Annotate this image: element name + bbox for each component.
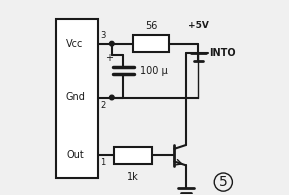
Text: +5V: +5V bbox=[188, 21, 209, 30]
Text: +: + bbox=[105, 53, 113, 63]
FancyBboxPatch shape bbox=[114, 146, 152, 164]
Text: 100 μ: 100 μ bbox=[140, 66, 167, 76]
Text: Out: Out bbox=[66, 150, 84, 160]
Text: 56: 56 bbox=[145, 21, 158, 31]
Text: INTO: INTO bbox=[209, 48, 236, 58]
Text: Gnd: Gnd bbox=[65, 92, 85, 103]
FancyBboxPatch shape bbox=[133, 35, 169, 52]
Text: 5: 5 bbox=[219, 175, 228, 189]
Circle shape bbox=[110, 95, 114, 100]
Text: 1k: 1k bbox=[127, 172, 139, 183]
FancyBboxPatch shape bbox=[56, 19, 98, 178]
Text: Vcc: Vcc bbox=[66, 39, 84, 49]
Circle shape bbox=[110, 41, 114, 46]
Text: 1: 1 bbox=[101, 158, 106, 167]
Text: 3: 3 bbox=[101, 31, 106, 41]
Text: 2: 2 bbox=[101, 101, 106, 110]
